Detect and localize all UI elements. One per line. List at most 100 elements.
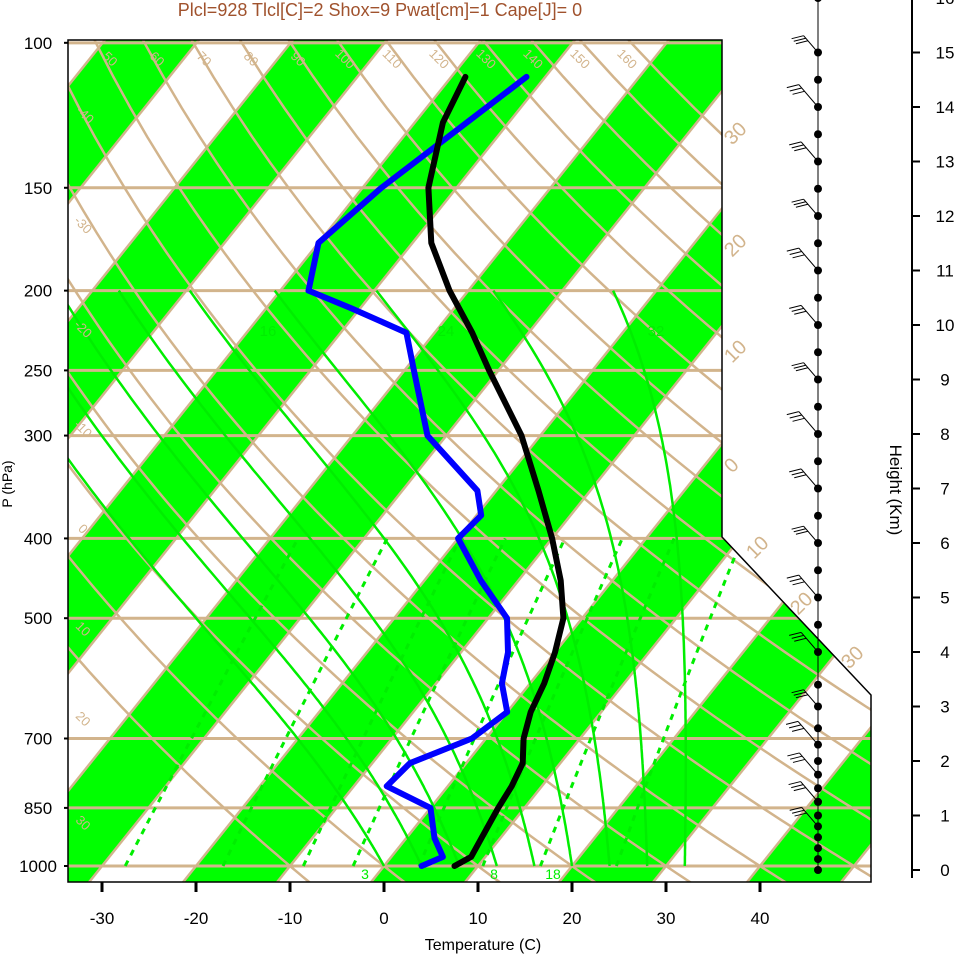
isotherm-edge-label: 10 [720,336,751,367]
mixing-ratio-label: 18 [545,866,561,882]
wind-barb-feather [794,812,807,817]
wind-barb-feather [794,637,807,642]
height-tick-label: 5 [940,589,949,608]
wind-barb [797,721,819,745]
y-tick-label: 250 [24,361,52,380]
wind-level-dot [814,757,822,765]
wind-barb-feather [795,694,809,699]
moist-adiabat [68,289,423,867]
x-tick-label: -30 [90,909,115,928]
wind-barb [800,468,819,489]
wind-barb-feather [789,468,802,473]
height-tick-label: 15 [936,44,955,63]
wind-level-dot [814,457,822,466]
chart-title: Plcl=928 Tlcl[C]=2 Shox=9 Pwat[cm]=1 Cap… [177,0,583,20]
wind-barb [800,632,819,653]
y-tick-label: 300 [24,427,52,446]
wind-barb-feather [785,720,799,725]
height-tick-label: 2 [940,752,949,771]
mixing-ratio-label: 3 [361,866,369,882]
wind-barb-feather [795,40,809,45]
wind-barb [800,781,819,803]
wind-barb-feather [792,809,805,814]
isotherm-band [731,40,871,882]
dry-adiabat-label: 110 [380,46,405,71]
dry-adiabat-label: 70 [194,48,215,69]
wind-level-dot [814,293,822,302]
wind-barb-feather [791,307,804,312]
wind-barb-feather [793,37,806,42]
dry-adiabat [68,40,598,882]
height-tick-label: 10 [936,316,955,335]
moist-adiabat-label: 16 [260,323,277,340]
wind-barb-feather [787,752,800,757]
height-tick-label: 9 [940,371,949,390]
isotherm-edge-label: 30 [720,118,751,149]
wind-barb-feather [790,755,803,760]
y-tick-label: 700 [24,729,52,748]
wind-barb-feather [789,250,802,255]
height-tick-label: 14 [936,98,955,117]
height-tick-label: 0 [940,861,949,880]
wind-barb-feather [786,84,799,89]
height-tick-label: 8 [940,425,949,444]
wind-barb-feather [793,787,806,792]
y-tick-label: 400 [24,529,52,548]
wind-level-dot [814,130,822,139]
isotherm-line [68,40,404,882]
wind-barb [798,411,819,435]
wind-barb-feather [792,90,805,95]
wind-barb-feather [795,367,809,372]
wind-barb [799,752,819,775]
dewpoint-line [305,73,530,869]
wind-barb-feather [795,530,809,535]
wind-barb [803,362,819,380]
isotherm-edge-label: 30 [837,642,868,673]
mixing-ratio-line [123,537,300,867]
wind-barb [803,35,819,53]
wind-barb-feather [786,411,799,416]
wind-level-dot [814,784,822,793]
height-tick-label: 16 [936,0,955,8]
wind-barb-feather [794,147,807,152]
x-tick-label: -20 [184,909,209,928]
moist-adiabat [375,289,611,867]
moist-adiabat [188,289,536,867]
isotherm-line [542,40,871,882]
wind-level-dot [814,680,822,689]
height-tick-label: 7 [940,480,949,499]
height-tick-label: 1 [940,807,949,826]
moist-adiabat-label: 32 [648,323,665,340]
wind-barb [798,247,819,271]
wind-level-dot [814,724,822,733]
wind-barb-feather [791,198,804,203]
x-tick-label: 20 [563,909,582,928]
wind-barb [801,807,819,827]
wind-barb [803,525,819,544]
wind-barb-feather [788,724,802,729]
wind-barb-feather [791,35,804,40]
wind-barb-feather [792,417,805,422]
dry-adiabat [68,40,312,882]
wind-barb [800,305,819,326]
y-axis-label: P (hPa) [0,460,15,507]
wind-barb [803,198,819,217]
height-tick-label: 11 [936,262,954,281]
isotherm-line [636,40,871,882]
y-tick-label: 100 [24,34,52,53]
wind-level-dot [814,184,822,193]
isotherm-edge-label: 10 [742,532,773,563]
wind-barb-feather [789,577,802,582]
wind-barb [803,689,819,707]
wind-barb-feather [789,141,802,146]
height-tick-label: 4 [940,643,949,662]
wind-barb-feather [788,781,801,786]
wind-level-dot [814,75,822,84]
height-tick-label: 12 [936,207,955,226]
wind-level-dot [814,855,822,864]
wind-barb-feather [789,631,802,636]
wind-barb-feather [791,525,804,530]
wind-barb-feather [791,689,804,694]
wind-barb-feather [793,201,806,206]
